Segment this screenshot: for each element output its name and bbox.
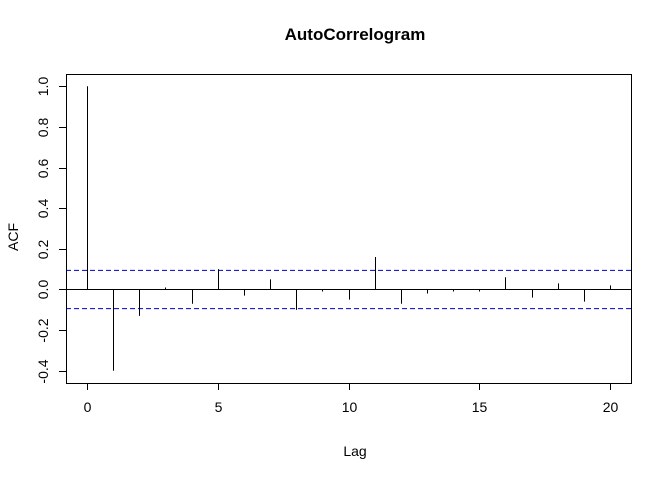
x-tick-label: 10 <box>342 399 358 415</box>
y-tick-label: -0.2 <box>35 318 51 342</box>
y-axis: -0.4 -0.2 0.0 0.2 0.4 0.6 0.8 1.0 <box>35 77 67 384</box>
confidence-bounds <box>66 269 631 310</box>
y-tick-label: 0.0 <box>35 280 51 300</box>
acf-bars <box>66 86 631 371</box>
y-tick-label: -0.4 <box>35 359 51 383</box>
x-tick-label: 0 <box>84 399 92 415</box>
x-axis-label: Lag <box>343 443 366 459</box>
y-tick-label: 0.8 <box>35 118 51 138</box>
y-tick-label: 0.2 <box>35 240 51 260</box>
y-tick-label: 0.6 <box>35 159 51 179</box>
x-tick-label: 5 <box>215 399 223 415</box>
y-tick-label: 0.4 <box>35 199 51 219</box>
y-tick-label: 1.0 <box>35 77 51 97</box>
chart-title: AutoCorrelogram <box>285 25 426 44</box>
x-tick-label: 15 <box>472 399 488 415</box>
y-axis-label: ACF <box>5 223 21 251</box>
x-axis: 0 5 10 15 20 <box>84 383 619 415</box>
x-tick-label: 20 <box>603 399 619 415</box>
